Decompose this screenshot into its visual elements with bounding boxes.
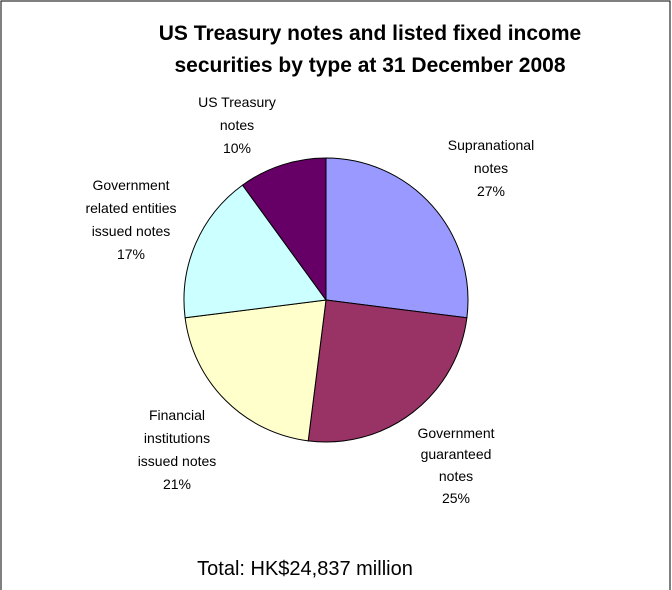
slice-label-text: institutions xyxy=(144,430,210,446)
chart-footer-total: Total: HK$24,837 million xyxy=(197,558,413,580)
slice-label-text: guaranteed xyxy=(421,446,492,462)
slice-percent-label: 17% xyxy=(117,246,145,262)
slice-percent-label: 21% xyxy=(163,476,191,492)
pie-slices xyxy=(184,158,468,442)
slice-label-text: notes xyxy=(220,117,254,133)
slice-percent-label: 25% xyxy=(442,490,470,506)
chart-title-line-1: US Treasury notes and listed fixed incom… xyxy=(159,22,581,45)
slice-label-text: US Treasury xyxy=(198,94,276,110)
slice-label-text: Government xyxy=(417,425,494,441)
slice-percent-label: 10% xyxy=(223,140,251,156)
slice-label-text: Supranational xyxy=(448,137,534,153)
slice-label-text: issued notes xyxy=(138,453,217,469)
slice-label-text: notes xyxy=(474,160,508,176)
chart-title-line-2: securities by type at 31 December 2008 xyxy=(174,54,565,77)
slice-percent-label: 27% xyxy=(477,183,505,199)
slice-label-text: issued notes xyxy=(92,223,171,239)
slice-label-text: related entities xyxy=(85,200,176,216)
slice-label-text: notes xyxy=(439,468,473,484)
slice-label-text: Financial xyxy=(149,407,205,423)
slice-label-text: Government xyxy=(92,177,169,193)
